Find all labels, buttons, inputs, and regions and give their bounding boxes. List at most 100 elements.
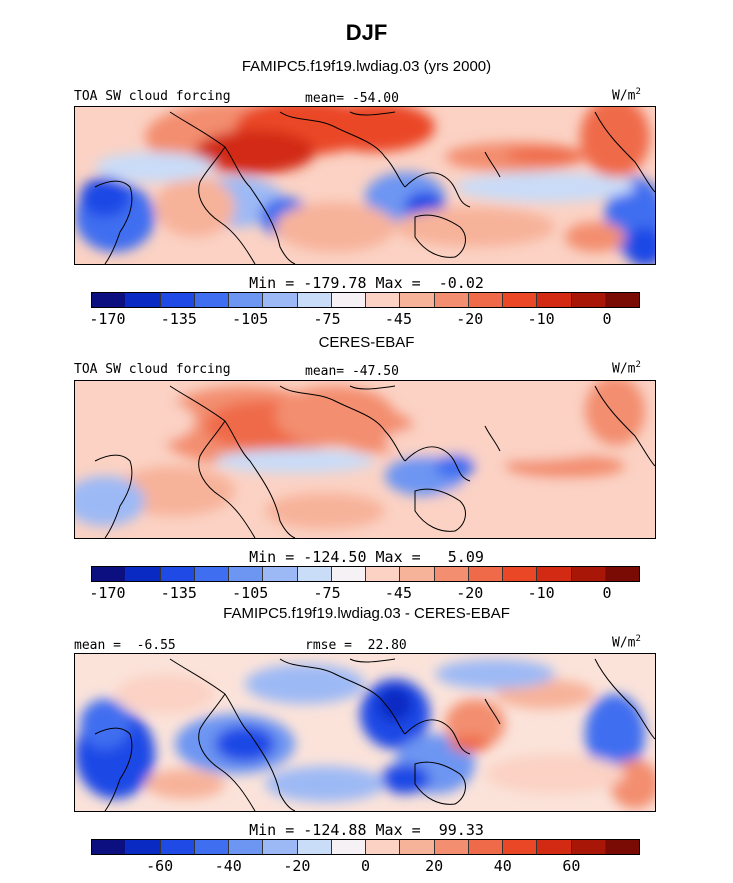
coastline [594, 658, 655, 740]
colorbar-tick-label: -170 [89, 584, 126, 602]
coastline [594, 111, 655, 193]
colorbar-swatch [297, 293, 332, 307]
colorbar-swatch [126, 840, 161, 854]
colorbar-swatch [434, 293, 469, 307]
field-region [265, 493, 385, 529]
colorbar-tick-label: -75 [313, 310, 341, 328]
colorbar-swatch [571, 567, 606, 581]
field-region [245, 664, 365, 704]
coastline [414, 488, 466, 532]
field-region [80, 177, 130, 217]
colorbar-swatch [503, 567, 538, 581]
colorbar-swatch [297, 567, 332, 581]
colorbar-swatch [160, 293, 195, 307]
colorbar-swatch [605, 293, 639, 307]
field-region [435, 659, 555, 689]
colorbar-swatch [468, 840, 503, 854]
colorbar-swatch [331, 293, 366, 307]
colorbar-swatch [571, 840, 606, 854]
panel-1-title: FAMIPC5.f19f19.lwdiag.03 (yrs 2000) [241, 58, 492, 75]
colorbar-swatch [400, 840, 435, 854]
colorbar-swatch [537, 567, 572, 581]
colorbar-swatch [468, 293, 503, 307]
coastline [484, 698, 501, 725]
contour-map [75, 654, 655, 811]
colorbar-swatch [263, 567, 298, 581]
colorbar-swatch [366, 293, 401, 307]
colorbar-tick-label: -20 [456, 310, 484, 328]
colorbar-swatch [194, 293, 229, 307]
field-region [505, 147, 585, 163]
panel-3-map [74, 653, 656, 812]
panel-3-units: W/m2 [612, 634, 641, 651]
coastline [484, 151, 501, 178]
coastline [404, 172, 471, 208]
field-region [380, 764, 430, 794]
coastline [414, 761, 466, 805]
field-region [395, 207, 555, 247]
colorbar-swatch [605, 840, 639, 854]
colorbar-swatch [229, 840, 264, 854]
colorbar-tick-label: 0 [360, 857, 371, 875]
panel-3-minmax: Min = -124.88 Max = 99.33 [249, 821, 484, 839]
field-region [625, 227, 655, 264]
colorbar-swatch [400, 567, 435, 581]
field-region [585, 381, 645, 446]
contour-map [75, 107, 655, 264]
colorbar-tick-label: -10 [527, 584, 555, 602]
main-title: DJF [345, 20, 388, 45]
field-region [115, 466, 235, 516]
panel-2-map [74, 380, 656, 539]
field-region [215, 726, 275, 762]
colorbar-swatch [571, 293, 606, 307]
field-region [455, 172, 635, 202]
coastline [349, 658, 396, 663]
panel-2-mean-label: mean= -47.50 [305, 364, 399, 379]
coastline [198, 693, 256, 811]
field-region [155, 177, 235, 237]
colorbar-swatch [160, 567, 195, 581]
colorbar-swatch [194, 567, 229, 581]
field-region [95, 152, 215, 182]
colorbar-swatch [92, 567, 127, 581]
field-region [377, 686, 413, 722]
panel-3-colorbar-ticks: -60 -40 -20 0 20 40 60 [91, 857, 640, 877]
colorbar-swatch [229, 293, 264, 307]
field-region [75, 396, 195, 446]
panel-1-minmax: Min = -179.78 Max = -0.02 [249, 274, 484, 292]
colorbar-tick-label: -105 [232, 310, 269, 328]
field-region [195, 130, 315, 174]
colorbar-tick-label: 0 [602, 310, 612, 328]
colorbar-tick-label: 0 [602, 584, 612, 602]
field-region [215, 449, 375, 473]
colorbar-tick-label: -135 [160, 310, 197, 328]
panel-1-colorbar-ticks: -170 -135 -105 -75 -45 -20 -10 0 [89, 310, 640, 330]
coastline [169, 111, 296, 264]
colorbar-swatch [194, 840, 229, 854]
field-region [445, 699, 505, 749]
colorbar-tick-label: -45 [384, 310, 412, 328]
panel-3-colorbar [91, 839, 640, 855]
colorbar-swatch [537, 840, 572, 854]
field-region [565, 222, 625, 252]
panel-2-units: W/m2 [612, 360, 641, 377]
coastline [404, 719, 471, 755]
coastline [169, 385, 296, 538]
colorbar-tick-label: 60 [562, 857, 581, 875]
colorbar-swatch [434, 840, 469, 854]
coastline [349, 111, 396, 116]
colorbar-tick-label: -60 [146, 857, 174, 875]
colorbar-swatch [331, 840, 366, 854]
field-region [80, 699, 130, 749]
field-region [485, 754, 625, 794]
field-region [450, 736, 490, 752]
panel-1-colorbar [91, 292, 640, 308]
coastline [279, 111, 406, 188]
field-region [315, 107, 435, 152]
colorbar-swatch [160, 840, 195, 854]
colorbar-tick-label: -170 [89, 310, 126, 328]
colorbar-swatch [366, 840, 401, 854]
field-region [585, 694, 645, 774]
colorbar-tick-label: -20 [283, 857, 311, 875]
colorbar-tick-label: -10 [527, 310, 555, 328]
